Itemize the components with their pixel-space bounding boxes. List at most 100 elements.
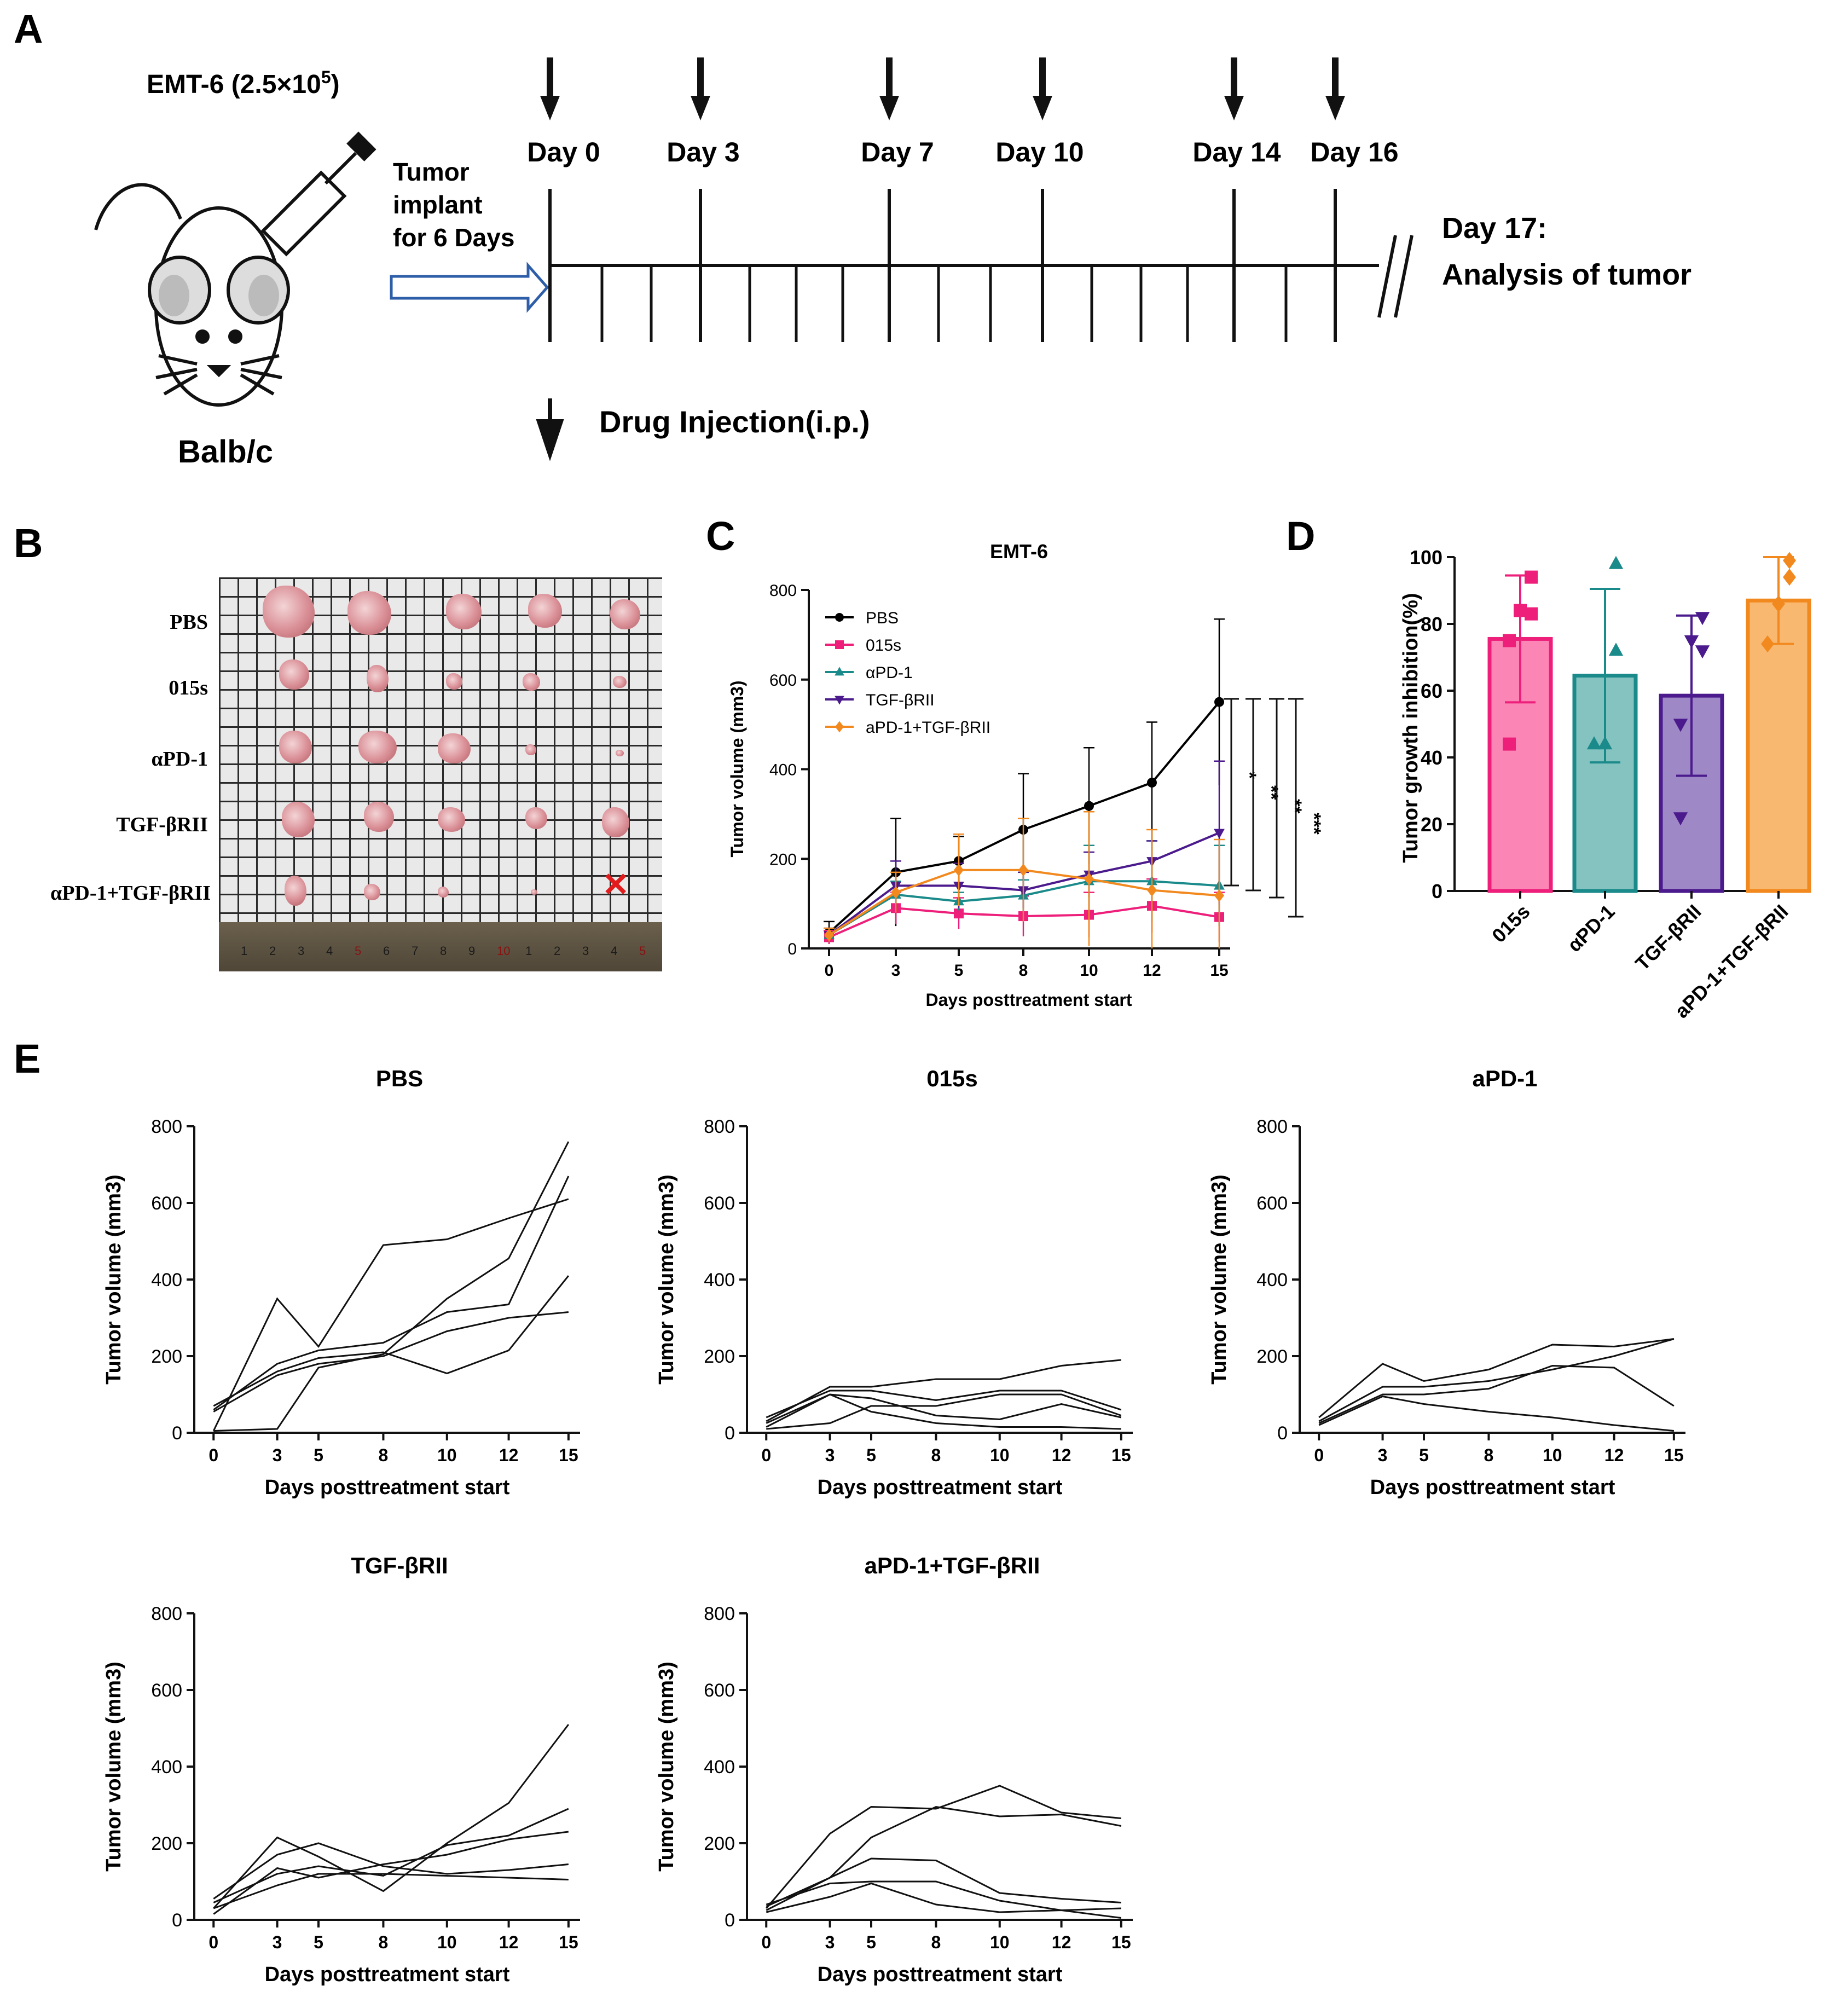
chart-c-x-tick-label: 5 — [954, 962, 964, 980]
chart-e-individual-line — [766, 1785, 1121, 1909]
chart-c-sig-label: ** — [1261, 785, 1282, 800]
photo-row-label-pbs: PBS — [170, 611, 208, 634]
chart-c-legend-marker — [835, 613, 844, 622]
chart-e-y-label: Tumor volume (mm3) — [655, 1662, 678, 1872]
chart-e-x-tick-label: 8 — [931, 1445, 941, 1465]
day-arrow-head — [540, 96, 560, 120]
chart-d-x-tick-label: 015s — [1487, 900, 1534, 947]
chart-e-individual-line — [766, 1359, 1121, 1422]
chart-e-y-tick-label: 0 — [725, 1423, 735, 1444]
chart-c-y-tick-label: 600 — [769, 672, 797, 690]
tumor-sample — [525, 744, 536, 755]
chart-e-individual-line — [213, 1275, 570, 1407]
chart-e-x-tick-label: 5 — [1419, 1445, 1429, 1465]
tumor-sample — [438, 807, 465, 832]
chart-c-point — [1147, 778, 1157, 788]
day-arrows — [540, 57, 1345, 120]
chart-c-legend-label: 015s — [866, 636, 901, 655]
chart-c-sig-label: * — [1239, 772, 1260, 779]
chart-e-y-tick-label: 800 — [704, 1116, 735, 1137]
chart-e-x-tick-label: 12 — [499, 1445, 519, 1465]
removed-tumor-mark: ✕ — [602, 866, 630, 903]
chart-d-y-tick-label: 40 — [1421, 746, 1443, 769]
chart-c-sig-label: *** — [1304, 813, 1324, 835]
ruler-mark: 5 — [355, 944, 362, 958]
chart-d-point — [1608, 555, 1624, 569]
ruler-mark: 3 — [298, 944, 305, 958]
chart-c-legend-marker — [835, 696, 844, 705]
chart-e-individual-line — [766, 1805, 1122, 1907]
implant-arrow — [390, 262, 549, 313]
tumor-sample — [367, 665, 389, 692]
chart-e-x-tick-label: 5 — [314, 1932, 323, 1952]
chart-e-y-tick-label: 200 — [704, 1833, 735, 1854]
chart-e-x-tick-label: 3 — [273, 1932, 282, 1952]
chart-c-point — [1084, 801, 1094, 811]
chart-e-x-tick-label: 0 — [761, 1932, 771, 1952]
chart-e-x-tick-label: 12 — [1604, 1445, 1624, 1465]
tumor-sample — [282, 802, 315, 837]
chart-c-point — [1018, 864, 1028, 877]
chart-e-individual-line — [213, 1873, 569, 1909]
day-label: Day 7 — [861, 137, 934, 167]
chart-e-y-tick-label: 600 — [704, 1680, 735, 1701]
axis-break-1 — [1377, 235, 1397, 318]
tumor-sample — [438, 887, 449, 898]
chart-e-x-tick-label: 8 — [379, 1932, 389, 1952]
chart-e-x-tick-label: 3 — [1378, 1445, 1388, 1465]
chart-c-legend-label: PBS — [866, 609, 899, 627]
chart-d-point — [1761, 635, 1774, 653]
day-arrow-head — [691, 96, 710, 120]
tumor-sample — [525, 807, 547, 829]
chart-e-y-tick-label: 0 — [1277, 1423, 1288, 1444]
chart-c-x-tick-label: 10 — [1080, 962, 1098, 980]
chart-c-legend-marker — [835, 667, 844, 676]
tumor-sample — [347, 591, 391, 635]
mouse-strain-label: Balb/c — [178, 434, 273, 470]
chart-e-individual-line — [1318, 1338, 1675, 1419]
photo-row-label-apd1: αPD-1 — [151, 748, 208, 771]
ruler-mark: 6 — [383, 944, 390, 958]
panel-letter-c: C — [706, 513, 735, 559]
photo-row-label-combo: αPD-1+TGF-βRII — [50, 882, 211, 905]
tumor-photo: 1 2 3 4 5 6 7 8 9 10 1 2 3 4 5 — [219, 577, 662, 971]
chart-d-point — [1772, 595, 1785, 612]
implant-label-3: for 6 Days — [393, 223, 514, 252]
chart-e-x-tick-label: 12 — [1052, 1932, 1071, 1952]
panel-letter-e: E — [14, 1036, 40, 1081]
day-label: Day 0 — [527, 137, 600, 167]
tumor-sample — [279, 731, 312, 763]
chart-c-series-line — [829, 905, 1220, 939]
chart-e-y-tick-label: 0 — [172, 1910, 182, 1931]
chart-e-individual-line — [213, 1808, 569, 1903]
chart-e-x-tick-label: 10 — [437, 1445, 457, 1465]
chart-e-individual-line — [213, 1141, 570, 1432]
panel-letter-b: B — [14, 520, 43, 566]
day-labels: Day 0 Day 3 Day 7 Day 10 Day 14 Day 16 — [527, 137, 1398, 167]
chart-e-y-tick-label: 600 — [151, 1680, 182, 1701]
chart-c: EMT-6 0 200 400 600 800 0 3 5 8 10 12 15 Days posttre… — [727, 540, 1324, 1010]
chart-e-individual-line — [1318, 1364, 1675, 1424]
chart-e-x-tick-label: 10 — [990, 1445, 1010, 1465]
chart-c-point — [824, 928, 834, 942]
tumor-sample — [279, 659, 309, 690]
chart-e-x-tick-label: 5 — [314, 1445, 323, 1465]
chart-d-point — [1684, 635, 1699, 649]
tumor-sample — [438, 733, 471, 763]
chart-e-x-tick-label: 10 — [990, 1932, 1010, 1952]
tumor-sample — [602, 807, 629, 837]
chart-e-y-tick-label: 800 — [151, 1604, 182, 1624]
chart-e-x-tick-label: 0 — [208, 1932, 218, 1952]
tumor-sample — [285, 876, 306, 906]
chart-e-individual-line — [766, 1857, 1121, 1911]
chart-e-x-tick-label: 8 — [931, 1932, 941, 1952]
chart-e-title: aPD-1 — [1472, 1066, 1537, 1091]
chart-c-y-tick-label: 800 — [769, 582, 797, 600]
chart-d-point — [1673, 719, 1688, 732]
chart-c-x-tick-label: 15 — [1210, 962, 1228, 980]
ruler: 1 2 3 4 5 6 7 8 9 10 1 2 3 4 5 — [219, 922, 662, 971]
chart-e-individual-line — [766, 1393, 1122, 1430]
chart-e-x-label: Days posttreatment start — [265, 1476, 510, 1499]
tumor-sample — [610, 599, 640, 629]
